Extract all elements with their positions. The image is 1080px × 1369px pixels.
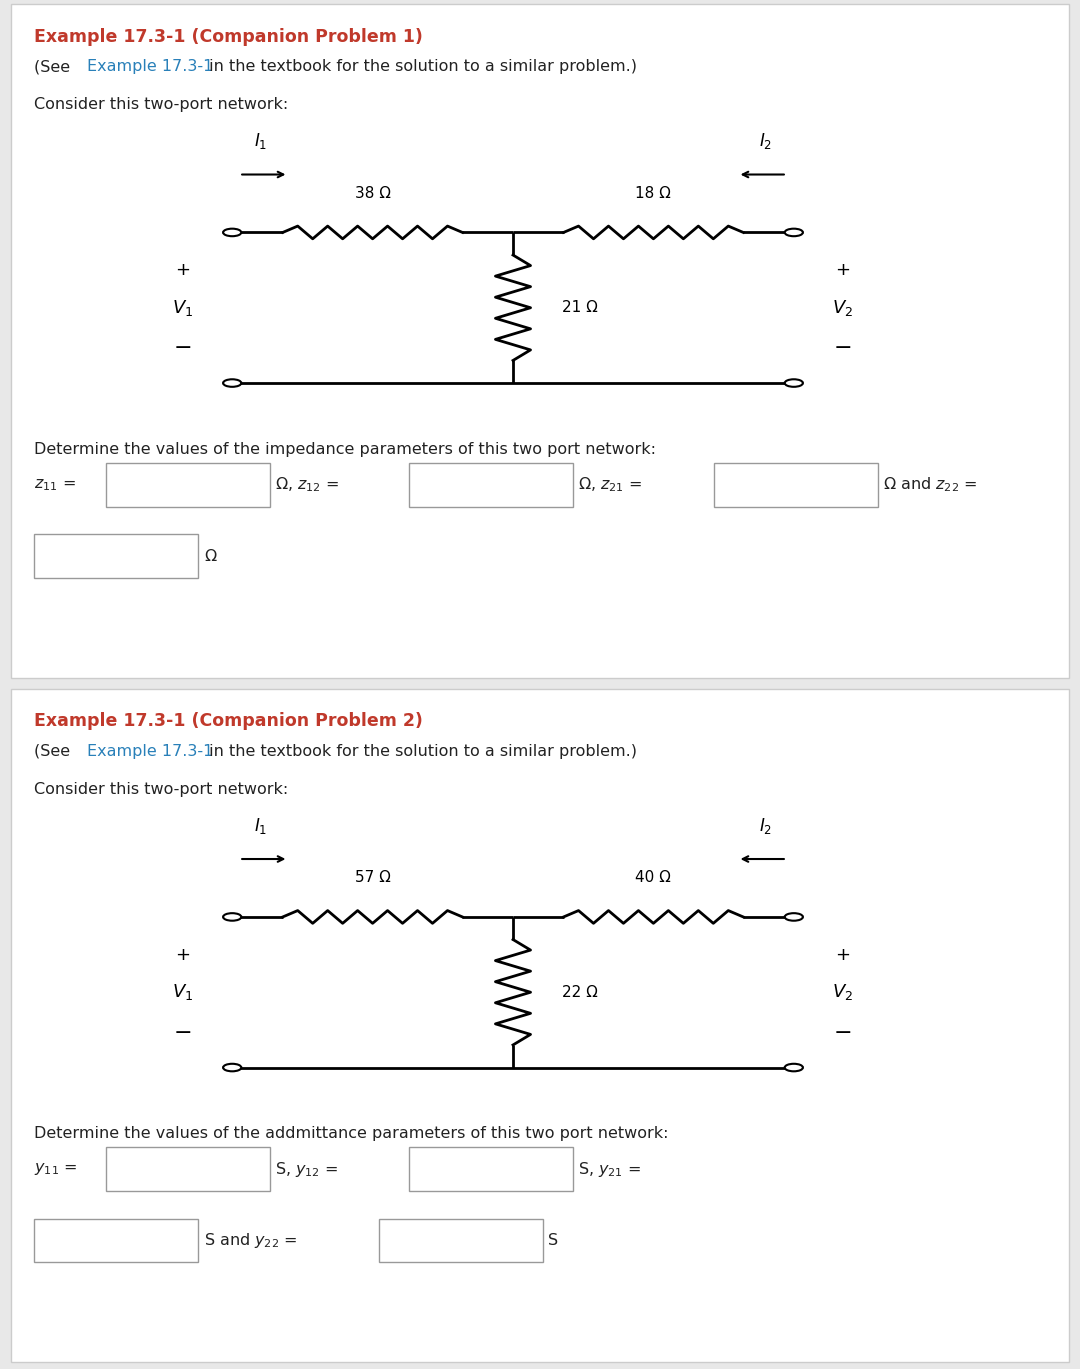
Text: Consider this two-port network:: Consider this two-port network: bbox=[35, 782, 288, 797]
Circle shape bbox=[224, 1064, 241, 1072]
Text: Example 17.3-1 (Companion Problem 1): Example 17.3-1 (Companion Problem 1) bbox=[35, 27, 423, 45]
Text: 18 Ω: 18 Ω bbox=[635, 186, 672, 201]
Text: −: − bbox=[834, 338, 852, 359]
Bar bbox=[35, 1218, 198, 1262]
Text: $\Omega$, $z_{21}$ =: $\Omega$, $z_{21}$ = bbox=[578, 475, 643, 494]
Text: $V_2$: $V_2$ bbox=[833, 982, 853, 1002]
Text: S, $y_{21}$ =: S, $y_{21}$ = bbox=[578, 1160, 642, 1179]
Text: 57 Ω: 57 Ω bbox=[354, 871, 391, 886]
Text: (See: (See bbox=[35, 59, 76, 74]
Text: Consider this two-port network:: Consider this two-port network: bbox=[35, 97, 288, 112]
Bar bbox=[379, 1218, 543, 1262]
Bar bbox=[408, 1147, 572, 1191]
Text: Example 17.3-1: Example 17.3-1 bbox=[87, 743, 214, 758]
Circle shape bbox=[785, 229, 802, 237]
Bar bbox=[106, 1147, 270, 1191]
Bar bbox=[714, 463, 878, 507]
Circle shape bbox=[224, 379, 241, 387]
Text: $V_1$: $V_1$ bbox=[173, 297, 193, 318]
Text: $I_2$: $I_2$ bbox=[759, 131, 772, 152]
Text: Determine the values of the addmittance parameters of this two port network:: Determine the values of the addmittance … bbox=[35, 1127, 669, 1142]
Text: $V_2$: $V_2$ bbox=[833, 297, 853, 318]
Text: +: + bbox=[176, 946, 190, 964]
Text: $I_1$: $I_1$ bbox=[254, 131, 267, 152]
Text: −: − bbox=[174, 1023, 192, 1043]
Text: $\Omega$, $z_{12}$ =: $\Omega$, $z_{12}$ = bbox=[275, 475, 340, 494]
Text: $\Omega$: $\Omega$ bbox=[204, 548, 218, 564]
Text: $\Omega$ and $z_{22}$ =: $\Omega$ and $z_{22}$ = bbox=[883, 475, 977, 494]
Circle shape bbox=[785, 913, 802, 921]
Text: $y_{11}$ =: $y_{11}$ = bbox=[35, 1161, 78, 1177]
Bar bbox=[106, 463, 270, 507]
Text: $z_{11}$ =: $z_{11}$ = bbox=[35, 476, 76, 493]
Circle shape bbox=[224, 913, 241, 921]
Text: (See: (See bbox=[35, 743, 76, 758]
Text: +: + bbox=[836, 946, 850, 964]
Text: S and $y_{22}$ =: S and $y_{22}$ = bbox=[204, 1231, 298, 1250]
Bar bbox=[408, 463, 572, 507]
Bar bbox=[35, 534, 198, 578]
Text: 21 Ω: 21 Ω bbox=[563, 300, 598, 315]
Text: 40 Ω: 40 Ω bbox=[635, 871, 672, 886]
Circle shape bbox=[224, 229, 241, 237]
Text: $I_2$: $I_2$ bbox=[759, 816, 772, 836]
Text: +: + bbox=[176, 261, 190, 279]
Text: S: S bbox=[549, 1233, 558, 1249]
Text: Example 17.3-1 (Companion Problem 2): Example 17.3-1 (Companion Problem 2) bbox=[35, 712, 423, 730]
Text: $I_1$: $I_1$ bbox=[254, 816, 267, 836]
Text: $V_1$: $V_1$ bbox=[173, 982, 193, 1002]
Text: 38 Ω: 38 Ω bbox=[354, 186, 391, 201]
Text: −: − bbox=[174, 338, 192, 359]
Circle shape bbox=[785, 1064, 802, 1072]
Circle shape bbox=[785, 379, 802, 387]
Text: Determine the values of the impedance parameters of this two port network:: Determine the values of the impedance pa… bbox=[35, 442, 656, 457]
Text: in the textbook for the solution to a similar problem.): in the textbook for the solution to a si… bbox=[204, 743, 637, 758]
Text: −: − bbox=[834, 1023, 852, 1043]
Text: Example 17.3-1: Example 17.3-1 bbox=[87, 59, 214, 74]
Text: in the textbook for the solution to a similar problem.): in the textbook for the solution to a si… bbox=[204, 59, 637, 74]
Text: S, $y_{12}$ =: S, $y_{12}$ = bbox=[275, 1160, 339, 1179]
Text: +: + bbox=[836, 261, 850, 279]
Text: 22 Ω: 22 Ω bbox=[563, 984, 598, 999]
